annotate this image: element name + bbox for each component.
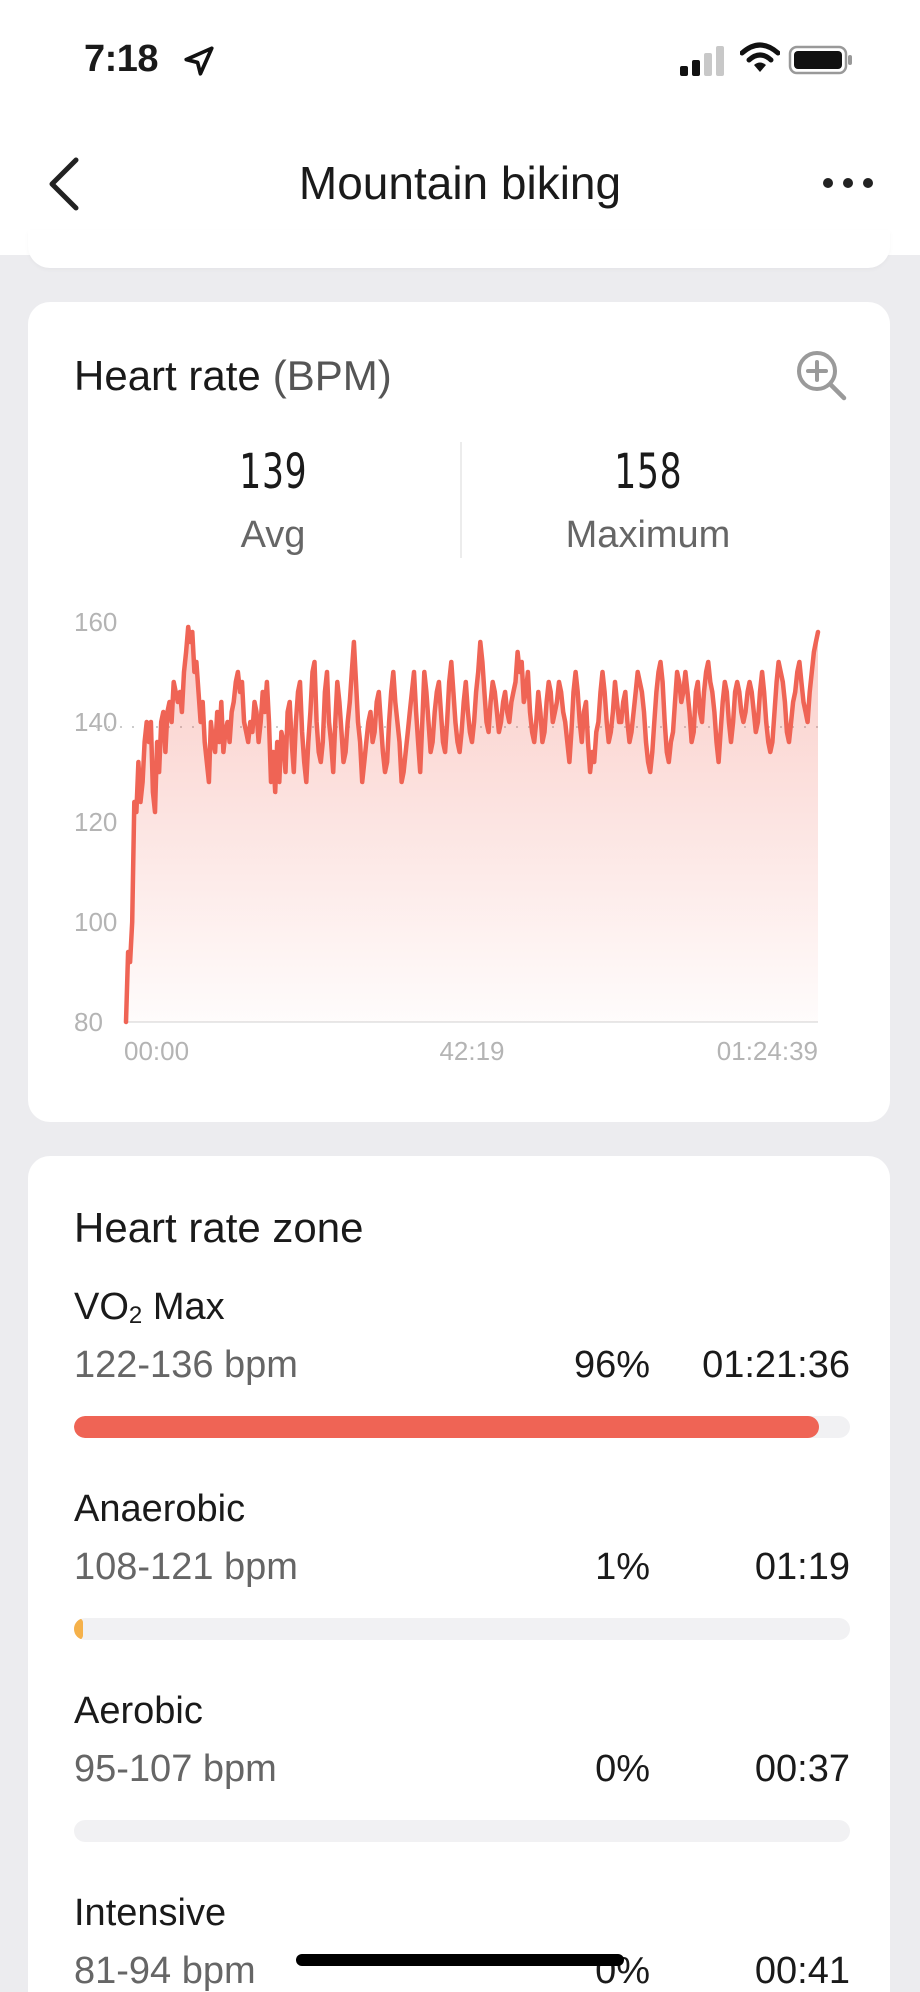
avg-stat: 139 Avg: [83, 444, 463, 557]
zone-progress-fill: [74, 1618, 84, 1640]
status-time: 7:18: [84, 38, 159, 80]
cellular-signal-icon: [680, 46, 724, 76]
battery-icon: [788, 45, 852, 75]
max-stat: 158 Maximum: [458, 444, 838, 557]
zone-range: 81-94 bpm: [74, 1950, 256, 1992]
y-tick-label: 100: [74, 907, 117, 937]
zone-range: 108-121 bpm: [74, 1546, 298, 1588]
x-tick-label: 42:19: [439, 1036, 504, 1066]
heart-rate-zone-card: Heart rate zone VO2 Max 122-136 bpm 96% …: [28, 1156, 890, 1992]
stat-divider: [460, 442, 462, 558]
avg-label: Avg: [240, 514, 306, 556]
zone-progress-fill: [74, 1416, 819, 1438]
top-bar: 7:18 Mountain biking: [0, 0, 920, 255]
heart-rate-card: Heart rate (BPM) 139 Avg 158 Maximum 160 1…: [28, 302, 890, 1122]
more-options-icon[interactable]: [820, 168, 876, 198]
zoom-in-icon[interactable]: [794, 348, 848, 402]
x-tick-label: 01:24:39: [717, 1036, 818, 1066]
zone-intensive: Intensive 81-94 bpm 0% 00:41: [74, 1892, 850, 1992]
home-indicator[interactable]: [296, 1954, 624, 1966]
y-tick-label: 160: [74, 607, 117, 637]
back-chevron-icon[interactable]: [44, 156, 84, 212]
heart-rate-unit: (BPM): [272, 352, 392, 399]
zone-card-title: Heart rate zone: [74, 1204, 364, 1251]
x-tick-label: 00:00: [124, 1036, 189, 1066]
avg-value: 139: [238, 444, 308, 500]
heart-rate-title: Heart rate (BPM): [74, 352, 392, 400]
heart-rate-chart[interactable]: 160 140 120 100 80 00:00 42:19 01:24:39: [28, 602, 890, 1102]
zone-progress-track: [74, 1416, 850, 1438]
zone-time: 01:21:36: [702, 1344, 850, 1386]
zone-name-prefix: VO: [74, 1286, 129, 1328]
zone-time: 00:41: [754, 1950, 850, 1992]
zone-progress-track: [74, 1618, 850, 1640]
zone-name: Intensive: [74, 1892, 227, 1934]
location-arrow-icon: [184, 46, 214, 76]
heart-rate-line: [123, 624, 821, 1025]
zone-aerobic: Aerobic 95-107 bpm 0% 00:37: [74, 1690, 850, 1842]
previous-card-edge: [28, 230, 890, 268]
zone-name-subscript: 2: [128, 1302, 143, 1329]
zone-time: 01:19: [754, 1546, 850, 1588]
max-value: 158: [613, 444, 683, 500]
y-tick-label: 140: [74, 707, 117, 737]
heart-rate-area: [126, 627, 818, 1022]
zone-name: Aerobic: [74, 1690, 203, 1732]
zone-time: 00:37: [754, 1748, 850, 1790]
page-title: Mountain biking: [298, 157, 622, 209]
zone-progress-track: [74, 1820, 850, 1842]
zone-name-suffix: Max: [142, 1286, 225, 1328]
heart-rate-title-text: Heart rate: [74, 352, 261, 399]
zone-name: VO2 Max: [74, 1286, 850, 1330]
zone-percent: 96%: [573, 1344, 650, 1386]
wifi-icon: [740, 42, 780, 72]
zone-percent: 1%: [595, 1546, 650, 1588]
zone-range: 95-107 bpm: [74, 1748, 277, 1790]
y-tick-label: 120: [74, 807, 117, 837]
zone-vo2-max: VO2 Max 122-136 bpm 96% 01:21:36: [74, 1286, 850, 1438]
max-label: Maximum: [565, 514, 731, 556]
zone-percent: 0%: [595, 1748, 650, 1790]
y-tick-label: 80: [74, 1007, 103, 1037]
zone-range: 122-136 bpm: [74, 1344, 298, 1386]
zone-name: Anaerobic: [74, 1488, 246, 1530]
zone-anaerobic: Anaerobic 108-121 bpm 1% 01:19: [74, 1488, 850, 1640]
